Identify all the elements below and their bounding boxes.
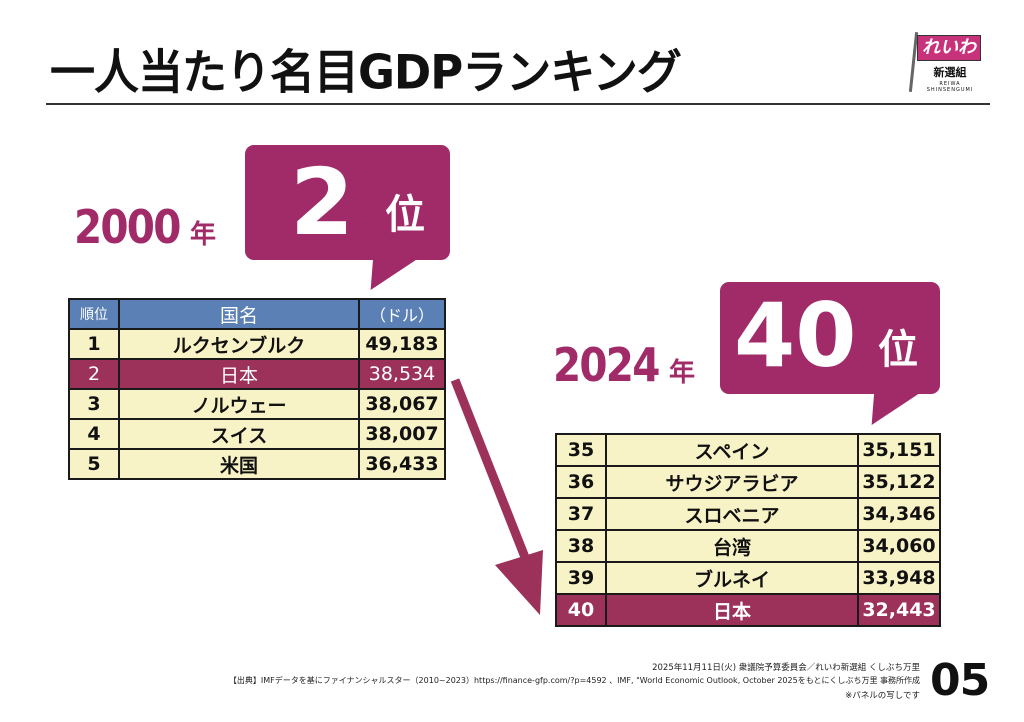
down-arrow-icon bbox=[450, 378, 543, 615]
row-value: 38,007 bbox=[358, 418, 446, 450]
table-row-highlight: 2 日本 38,534 bbox=[68, 358, 446, 390]
row-rank: 2 bbox=[68, 358, 120, 390]
row-value: 35,122 bbox=[857, 465, 941, 499]
row-country: ブルネイ bbox=[605, 561, 859, 595]
row-country: 米国 bbox=[118, 448, 360, 480]
arrow-head bbox=[495, 550, 543, 615]
title-divider bbox=[46, 103, 990, 105]
rank-unit: 位 bbox=[385, 192, 425, 238]
row-value: 33,948 bbox=[857, 561, 941, 595]
year-number: 2024 bbox=[553, 338, 660, 392]
year-2000-label: 2000 年 bbox=[74, 200, 216, 254]
row-country: スイス bbox=[118, 418, 360, 450]
table-row: 35 スペイン 35,151 bbox=[555, 433, 941, 467]
year-unit: 年 bbox=[190, 220, 217, 250]
page-number: 05 bbox=[930, 655, 990, 706]
year-2024-label: 2024 年 bbox=[553, 338, 695, 392]
footer-date-line: 2025年11月11日(火) 衆議院予算委員会／れいわ新選組 くしぶち万里 bbox=[652, 663, 920, 673]
row-rank: 40 bbox=[555, 593, 607, 627]
table-row: 37 スロベニア 34,346 bbox=[555, 497, 941, 531]
row-country: ノルウェー bbox=[118, 388, 360, 420]
row-rank: 36 bbox=[555, 465, 607, 499]
row-rank: 4 bbox=[68, 418, 120, 450]
row-country: 日本 bbox=[605, 593, 859, 627]
table-row: 1 ルクセンブルク 49,183 bbox=[68, 328, 446, 360]
ranking-table-2024: 35 スペイン 35,151 36 サウジアラビア 35,122 37 スロベニ… bbox=[555, 433, 941, 627]
logo-subtext: 新選組 bbox=[933, 66, 967, 79]
row-country: 日本 bbox=[118, 358, 360, 390]
rank-bubble-2000: 2 位 bbox=[245, 145, 450, 290]
table-row: 36 サウジアラビア 35,122 bbox=[555, 465, 941, 499]
ranking-table-2000: 順位 国名 （ドル） 1 ルクセンブルク 49,183 2 日本 38,534 … bbox=[68, 298, 446, 480]
row-value: 34,346 bbox=[857, 497, 941, 531]
bubble-tail bbox=[861, 390, 925, 425]
row-value: 49,183 bbox=[358, 328, 446, 360]
row-value: 36,433 bbox=[358, 448, 446, 480]
header-rank: 順位 bbox=[68, 298, 120, 330]
table-header-row: 順位 国名 （ドル） bbox=[68, 298, 446, 330]
table-row: 39 ブルネイ 33,948 bbox=[555, 561, 941, 595]
header-country: 国名 bbox=[118, 298, 360, 330]
row-country: 台湾 bbox=[605, 529, 859, 563]
row-country: スロベニア bbox=[605, 497, 859, 531]
row-rank: 5 bbox=[68, 448, 120, 480]
table-row: 4 スイス 38,007 bbox=[68, 418, 446, 450]
reiwa-logo: れいわ 新選組 REIWA SHINSENGUMI bbox=[900, 30, 995, 98]
rank-number: 40 bbox=[734, 284, 857, 387]
row-country: ルクセンブルク bbox=[118, 328, 360, 360]
row-rank: 38 bbox=[555, 529, 607, 563]
rank-number: 2 bbox=[290, 149, 355, 256]
footer-source-line: 【出典】IMFデータを基にファイナンシャルスター（2010~2023）https… bbox=[228, 676, 920, 685]
table-row: 3 ノルウェー 38,067 bbox=[68, 388, 446, 420]
row-country: サウジアラビア bbox=[605, 465, 859, 499]
logo-tiny-text: REIWA SHINSENGUMI bbox=[926, 81, 974, 93]
table-row-highlight: 40 日本 32,443 bbox=[555, 593, 941, 627]
row-rank: 1 bbox=[68, 328, 120, 360]
row-value: 38,534 bbox=[358, 358, 446, 390]
row-rank: 35 bbox=[555, 433, 607, 467]
row-value: 35,151 bbox=[857, 433, 941, 467]
bubble-tail bbox=[360, 255, 424, 290]
row-value: 32,443 bbox=[857, 593, 941, 627]
footer-note-line: ※パネルの写しです bbox=[845, 691, 920, 701]
year-number: 2000 bbox=[74, 200, 181, 254]
arrow-shaft bbox=[450, 378, 537, 577]
rank-unit: 位 bbox=[878, 327, 918, 373]
page-title: 一人当たり名目GDPランキング bbox=[50, 44, 682, 101]
table-row: 38 台湾 34,060 bbox=[555, 529, 941, 563]
header-value: （ドル） bbox=[358, 298, 446, 330]
row-rank: 37 bbox=[555, 497, 607, 531]
year-unit: 年 bbox=[669, 358, 696, 388]
logo-flag: れいわ bbox=[917, 35, 981, 61]
row-rank: 39 bbox=[555, 561, 607, 595]
row-country: スペイン bbox=[605, 433, 859, 467]
rank-bubble-2024: 40 位 bbox=[720, 282, 940, 425]
row-value: 34,060 bbox=[857, 529, 941, 563]
row-rank: 3 bbox=[68, 388, 120, 420]
table-row: 5 米国 36,433 bbox=[68, 448, 446, 480]
row-value: 38,067 bbox=[358, 388, 446, 420]
